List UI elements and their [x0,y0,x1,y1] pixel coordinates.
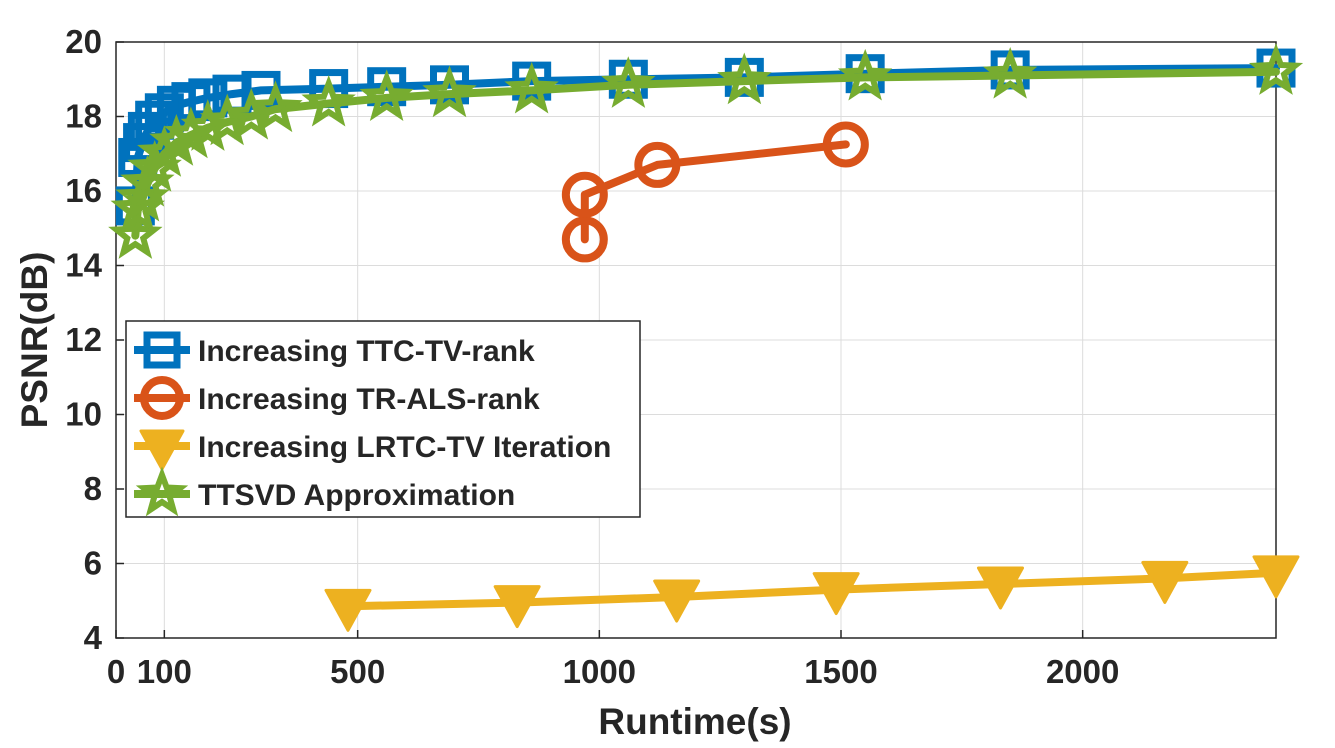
series-1 [561,121,869,263]
data-point [561,216,608,263]
data-point [422,65,477,118]
x-tick-label: 1000 [563,653,636,690]
data-point [982,46,1038,99]
data-point [561,171,608,218]
y-axis-label: PSNR(dB) [14,252,55,429]
data-point [180,99,236,151]
series-2 [324,555,1300,632]
data-point [837,48,893,101]
data-point [812,572,860,616]
y-tick-label: 10 [65,396,102,433]
legend: Increasing TTC-TV-rank Increasing TR-ALS-… [125,320,641,518]
y-tick-label: 4 [84,619,103,656]
data-point [1248,43,1304,95]
data-point [634,141,681,188]
legend-label: TTSVD Approximation [198,479,515,512]
legend-box [125,320,641,518]
data-point [301,74,356,127]
legend-label: Increasing LRTC-TV Iteration [198,431,611,464]
series [108,43,1304,632]
data-point [248,80,303,133]
x-tick-label: 1500 [804,653,877,690]
data-point [977,566,1024,610]
legend-label: Increasing TTC-TV-rank [198,335,535,368]
legend-swatch-marker [140,376,184,420]
legend-label: Increasing TR-ALS-rank [198,383,540,416]
x-tick-label: 500 [330,653,385,690]
data-point [601,56,656,108]
x-axis-ticks: 0 100 500 1000 1500 2000 [107,630,1119,690]
legend-swatch-marker [143,331,181,369]
x-axis-label: Runtime(s) [598,701,791,742]
y-axis-ticks: 4 6 8 10 12 14 16 18 20 [65,23,124,656]
data-point [822,121,869,168]
data-point [359,69,414,122]
x-tick-label: 2000 [1046,653,1119,690]
y-tick-label: 12 [65,321,102,358]
data-point [1252,555,1300,599]
y-tick-label: 20 [65,23,102,60]
x-tick-label: 0 [107,653,125,690]
data-point [493,585,541,629]
data-point [717,52,772,105]
x-tick-label: 100 [137,653,192,690]
y-tick-label: 6 [84,545,102,582]
legend-swatch-marker [139,429,185,471]
y-tick-label: 14 [65,247,102,284]
y-tick-label: 18 [65,98,102,135]
data-point [163,106,219,159]
series-3 [108,43,1304,259]
data-point [1141,560,1189,604]
data-point [653,579,701,623]
data-point [504,61,559,114]
y-tick-label: 8 [84,470,102,507]
data-point [324,588,372,632]
legend-swatch-marker [135,466,189,517]
y-tick-label: 16 [65,172,102,209]
